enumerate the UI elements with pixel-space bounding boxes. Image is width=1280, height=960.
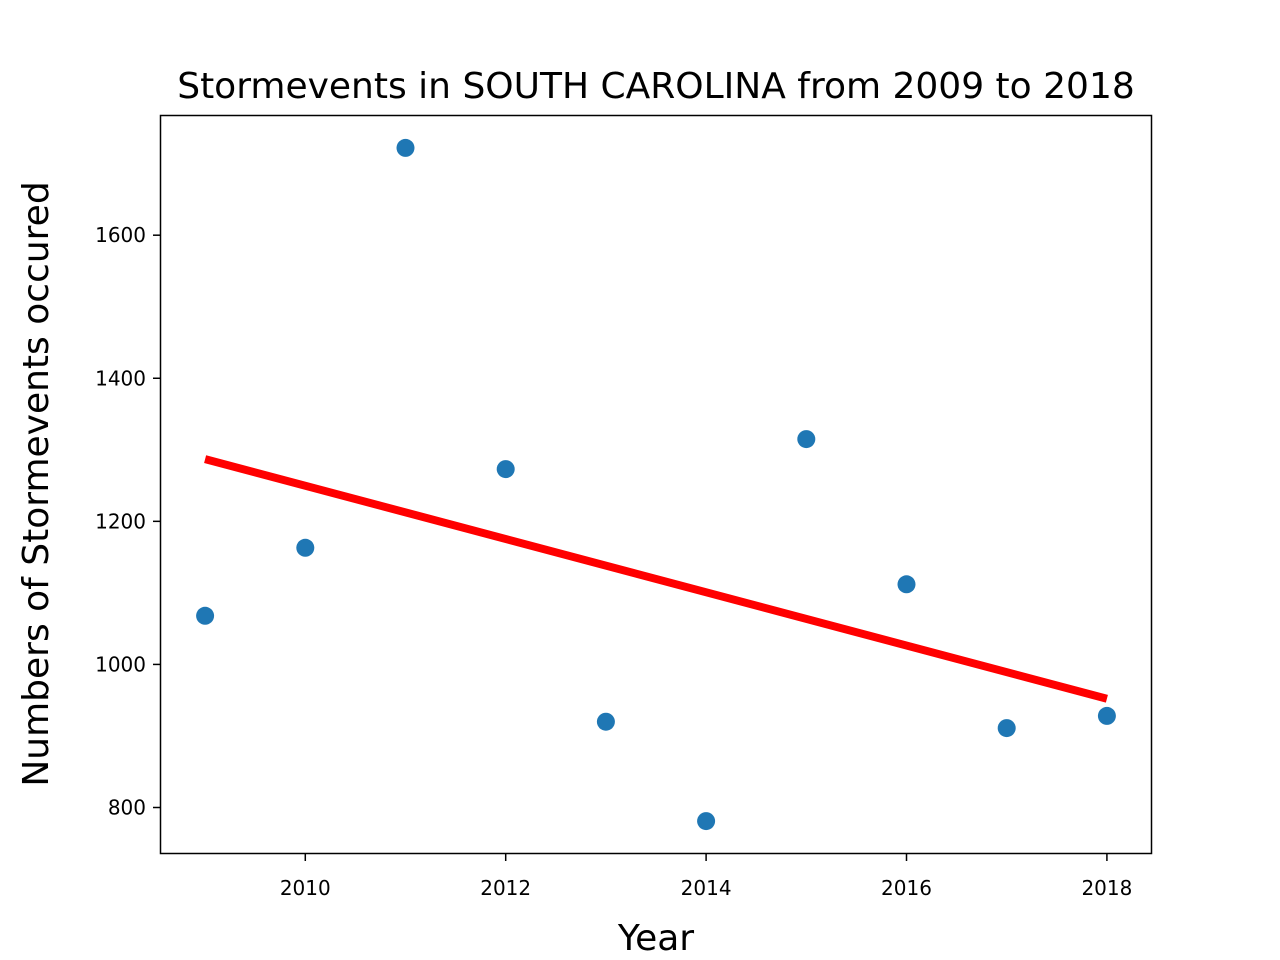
data-point-2010 <box>296 538 315 557</box>
trend-line <box>204 455 1108 703</box>
y-axis-ticks: 800 1000 1200 1400 1600 <box>95 223 160 819</box>
plot-frame <box>159 114 1153 855</box>
data-point-2016 <box>897 575 916 594</box>
y-tick-label: 800 <box>108 795 146 819</box>
y-axis-label: Numbers of Stormevents occured <box>16 181 57 786</box>
x-tick-label: 2018 <box>1081 876 1132 900</box>
y-tick-label: 1000 <box>95 652 146 676</box>
chart-title: Stormevents in SOUTH CAROLINA from 2009 … <box>177 66 1135 107</box>
data-point-2012 <box>496 460 515 479</box>
y-tick-label: 1400 <box>95 366 146 390</box>
data-point-2017 <box>997 719 1016 738</box>
x-tick-label: 2014 <box>681 876 732 900</box>
x-tick-label: 2010 <box>280 876 331 900</box>
x-tick-label: 2016 <box>881 876 932 900</box>
data-point-2015 <box>797 430 816 449</box>
plot-marks <box>196 138 1116 831</box>
data-point-2013 <box>596 712 615 731</box>
data-point-2009 <box>196 606 215 625</box>
y-tick-label: 1200 <box>95 509 146 533</box>
x-tick-label: 2012 <box>480 876 531 900</box>
x-axis-ticks: 2010 2012 2014 2016 2018 <box>280 854 1132 900</box>
x-axis-label: Year <box>617 918 694 959</box>
y-tick-label: 1600 <box>95 223 146 247</box>
data-point-2014 <box>697 812 716 831</box>
data-point-2011 <box>396 138 415 157</box>
data-point-2018 <box>1097 706 1116 725</box>
